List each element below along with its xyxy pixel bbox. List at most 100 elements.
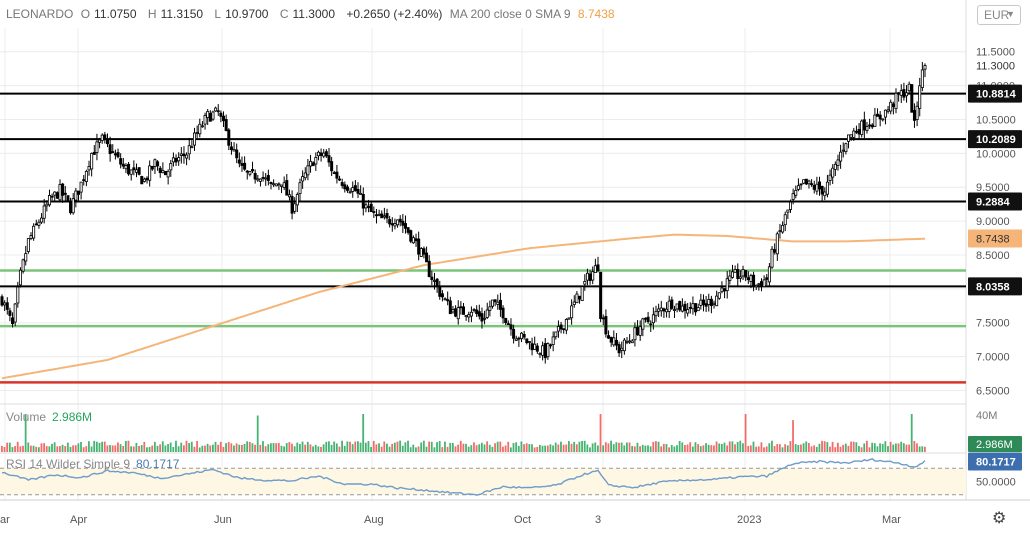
level-badge	[968, 192, 1022, 211]
volume-bar	[578, 441, 581, 452]
candle-body	[425, 252, 429, 263]
volume-bar	[82, 447, 85, 452]
price-tick-label: 8.5000	[976, 250, 1010, 262]
candle-body	[757, 283, 761, 286]
candle-body	[786, 209, 790, 213]
volume-bar	[615, 442, 618, 452]
volume-bar	[357, 441, 359, 452]
volume-bar	[765, 446, 768, 452]
level-badge-label: 9.2884	[976, 197, 1011, 209]
volume-bar	[441, 447, 444, 452]
volume-bar	[188, 443, 191, 452]
volume-bar	[380, 446, 383, 452]
legend-close: C 11.3000	[279, 7, 335, 21]
candle-body	[633, 327, 637, 341]
candle-body	[377, 213, 381, 216]
candle-body	[596, 264, 600, 272]
level-badge	[968, 84, 1022, 103]
candle-body	[746, 277, 750, 280]
volume-bar	[338, 446, 341, 452]
volume-bar	[583, 440, 586, 452]
volume-bar	[739, 440, 742, 452]
volume-bar	[633, 446, 636, 452]
candle-body	[287, 194, 291, 198]
volume-bar	[768, 443, 771, 452]
legend-low: L 10.9700	[214, 7, 269, 21]
candle-body	[177, 157, 181, 162]
candle-body	[330, 161, 334, 172]
candle-body	[5, 302, 9, 310]
volume-bar	[486, 441, 489, 452]
candle-body	[200, 125, 204, 128]
candle-body	[18, 269, 22, 286]
volume-bar	[699, 446, 702, 452]
candle-body	[614, 339, 618, 346]
volume-bar	[335, 443, 338, 452]
candle-body	[765, 277, 769, 280]
volume-bar	[333, 441, 336, 452]
candle-body	[422, 248, 426, 255]
candle-body	[69, 202, 73, 214]
candle-body	[345, 186, 349, 191]
candle-body	[607, 335, 611, 339]
volume-bar	[367, 441, 370, 452]
volume-bar	[655, 441, 657, 452]
volume-bar	[792, 420, 794, 452]
volume-bar	[101, 441, 104, 452]
candle-body	[427, 260, 431, 277]
candle-body	[622, 339, 626, 352]
volume-bar	[544, 445, 547, 452]
candle-body	[11, 317, 15, 325]
candle-body	[301, 176, 305, 182]
volume-bar	[386, 443, 388, 452]
candle-body	[432, 280, 436, 282]
volume-bar	[193, 446, 196, 452]
candle-body	[704, 303, 708, 307]
candle-body	[628, 340, 632, 343]
candle-body	[472, 309, 476, 311]
volume-bar	[185, 440, 188, 452]
candle-body	[208, 113, 212, 122]
candle-body	[372, 211, 376, 213]
volume-bar	[684, 445, 686, 452]
volume-bar	[196, 440, 198, 452]
time-tick-label: Apr	[70, 514, 87, 526]
candle-body	[514, 338, 518, 341]
volume-bar	[670, 444, 673, 452]
last-price-label: 11.3000	[976, 60, 1015, 72]
candle-body	[823, 191, 827, 197]
volume-bar	[913, 440, 916, 452]
volume-bar	[502, 446, 504, 452]
candle-body	[361, 194, 365, 209]
volume-bar	[829, 446, 831, 452]
candle-body	[675, 303, 679, 310]
volume-bar	[565, 444, 568, 452]
candle-body	[670, 299, 674, 309]
candle-body	[759, 281, 763, 287]
volume-bar	[628, 442, 631, 452]
candle-body	[881, 118, 885, 121]
candle-body	[767, 266, 771, 283]
volume-bar	[328, 441, 330, 452]
volume-bar	[143, 441, 146, 452]
candle-body	[512, 328, 516, 339]
candle-body	[802, 179, 806, 184]
volume-bar	[657, 441, 660, 452]
candle-body	[79, 181, 83, 193]
volume-bar	[507, 441, 510, 452]
candle-body	[707, 299, 711, 305]
candle-body	[461, 306, 465, 315]
legend-high: H 11.3150	[147, 7, 204, 21]
candle-body	[367, 206, 371, 208]
volume-bar	[325, 441, 328, 452]
candle-body	[171, 157, 175, 163]
candle-body	[451, 309, 455, 313]
volume-bar	[225, 443, 227, 452]
candle-body	[567, 317, 571, 320]
gear-icon[interactable]: ⚙	[992, 510, 1007, 527]
volume-bar	[130, 446, 133, 452]
currency-select[interactable]: EUR ▼	[977, 5, 1021, 25]
